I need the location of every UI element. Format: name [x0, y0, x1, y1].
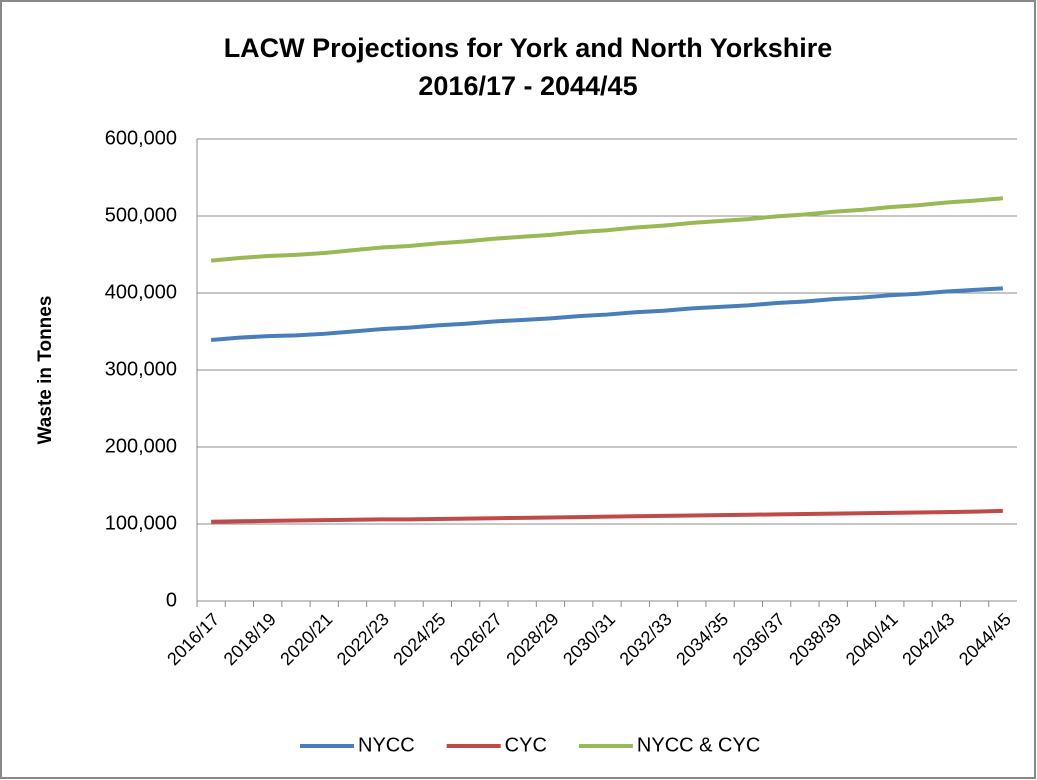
- chart-subtitle: 2016/17 - 2044/45: [418, 71, 637, 101]
- legend-label: NYCC & CYC: [637, 734, 760, 756]
- series-line: [210, 286, 1003, 342]
- y-tick-label: 500,000: [105, 204, 177, 226]
- y-tick-label: 300,000: [105, 358, 177, 380]
- y-axis-label: Waste in Tonnes: [35, 296, 56, 445]
- y-tick-label: 200,000: [105, 435, 177, 457]
- y-tick-label: 600,000: [105, 127, 177, 149]
- legend-label: NYCC: [358, 734, 415, 756]
- series-line: [211, 508, 1003, 524]
- series-line: [210, 196, 1004, 263]
- y-tick-label: 0: [166, 589, 177, 611]
- y-tick-label: 400,000: [105, 281, 177, 303]
- chart-title: LACW Projections for York and North York…: [224, 33, 833, 63]
- legend-label: CYC: [505, 734, 547, 756]
- y-tick-label: 100,000: [105, 512, 177, 534]
